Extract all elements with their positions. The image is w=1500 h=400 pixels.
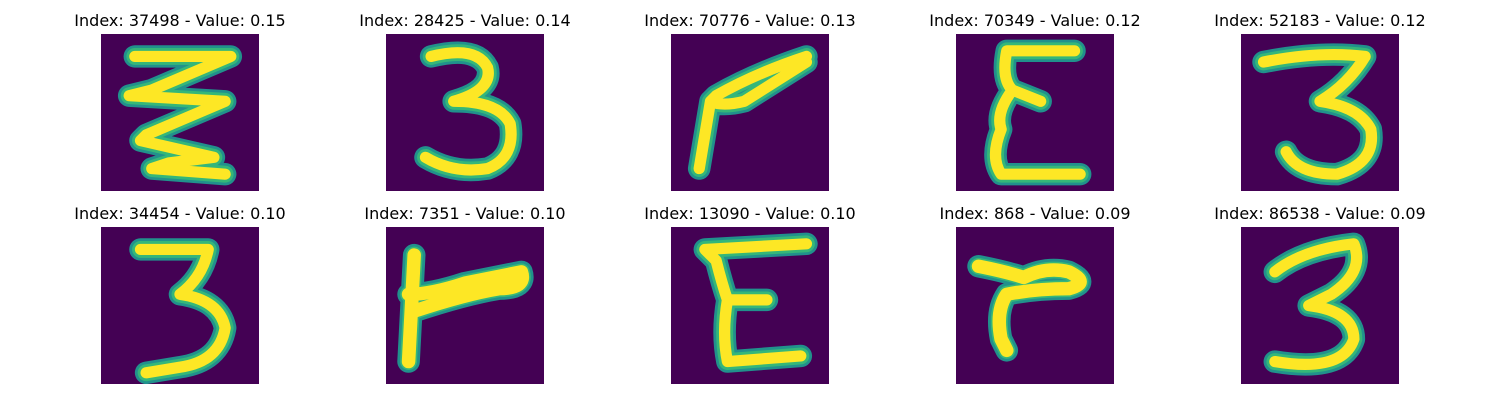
panel-4: Index: 70349 - Value: 0.12 [915,0,1155,191]
panel-title: Index: 70776 - Value: 0.13 [644,11,856,30]
panel-1: Index: 37498 - Value: 0.15 [60,0,300,191]
digit-image-3 [386,34,544,191]
digit-image-e [671,227,829,384]
panel-title: Index: 37498 - Value: 0.15 [74,11,286,30]
digit-image-wavy-3 [101,34,259,191]
panel-3: Index: 70776 - Value: 0.13 [630,0,870,191]
digit-image-7 [671,34,829,191]
panel-title: Index: 868 - Value: 0.09 [939,204,1131,223]
panel-8: Index: 13090 - Value: 0.10 [630,193,870,384]
panel-5: Index: 52183 - Value: 0.12 [1200,0,1440,191]
panel-title: Index: 52183 - Value: 0.12 [1214,11,1426,30]
panel-2: Index: 28425 - Value: 0.14 [345,0,585,191]
panel-9: Index: 868 - Value: 0.09 [915,193,1155,384]
digit-image-3 [101,227,259,384]
panel-6: Index: 34454 - Value: 0.10 [60,193,300,384]
digit-image-r [956,227,1114,384]
panel-title: Index: 70349 - Value: 0.12 [929,11,1141,30]
panel-title: Index: 86538 - Value: 0.09 [1214,204,1426,223]
digit-image-f-sideways [386,227,544,384]
digit-image-3 [1241,34,1399,191]
panel-title: Index: 28425 - Value: 0.14 [359,11,571,30]
panel-7: Index: 7351 - Value: 0.10 [345,193,585,384]
panel-title: Index: 34454 - Value: 0.10 [74,204,286,223]
digit-image-e [956,34,1114,191]
panel-10: Index: 86538 - Value: 0.09 [1200,193,1440,384]
panel-title: Index: 13090 - Value: 0.10 [644,204,856,223]
panel-title: Index: 7351 - Value: 0.10 [364,204,566,223]
digit-image-3 [1241,227,1399,384]
